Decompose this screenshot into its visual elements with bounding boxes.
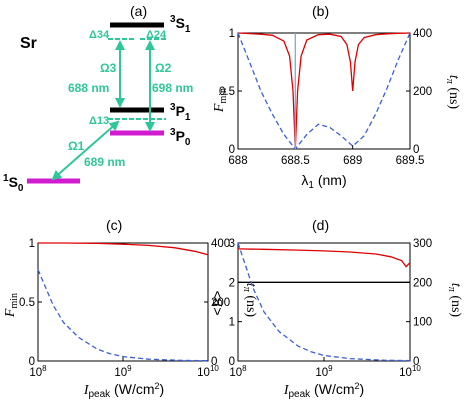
x-tick-label: 108: [29, 364, 47, 379]
y-tick-label-right: 200: [413, 86, 432, 98]
x-tick-label: 689: [343, 155, 362, 167]
panel-d-ylabel-left: <B>: [209, 291, 226, 316]
y-tick-label-right: 400: [211, 238, 230, 250]
wavelength-698-label: 698 nm: [152, 81, 193, 95]
y-tick-label-left: 0.5: [19, 297, 35, 309]
panel-b-xlabel: λ1 (nm): [301, 172, 346, 191]
y-tick-label-left: 1: [229, 317, 235, 329]
y-tick-label-right: 200: [413, 277, 432, 289]
detuning-24-label: Δ24: [146, 29, 167, 41]
wavelength-689-label: 689 nm: [84, 155, 125, 169]
x-tick-label: 688.5: [281, 155, 310, 167]
panel-c-xlabel: Ipeak (W/cm2): [83, 381, 164, 400]
x-tick-label: 1010: [197, 364, 219, 379]
detuning-34-label: Δ34: [89, 29, 110, 41]
transition-689: [51, 120, 120, 181]
panel-b-frame: [237, 32, 411, 150]
y-tick-label-right: 200: [211, 297, 230, 309]
y-tick-label-left: 0: [229, 356, 235, 368]
x-tick-label: 108: [229, 364, 247, 379]
panel-b-ylabel-right: tπ (ns): [444, 75, 461, 110]
panel-d-series: [237, 242, 411, 362]
y-tick-label-left: 3: [229, 238, 235, 250]
panel-c-ylabel-left: Fmin: [3, 293, 20, 318]
series-line-2: [237, 32, 411, 151]
y-tick-label-left: 0: [229, 144, 235, 156]
y-tick-label-right: 100: [413, 317, 432, 329]
panel-d-xlabel: Ipeak (W/cm2): [283, 381, 364, 400]
panel-b-label: (b): [312, 3, 329, 19]
series-line-2: [37, 269, 209, 362]
series-line-1: [38, 242, 209, 256]
panel-c-label: (c): [106, 217, 122, 233]
panel-b-series: [237, 32, 411, 151]
element-label: Sr: [20, 35, 37, 52]
y-tick-label-left: 1: [229, 28, 235, 40]
panel-c-ylabel-right: tπ (ns): [241, 283, 258, 318]
series-line-1: [237, 32, 411, 150]
panel-d-label: (d): [312, 217, 329, 233]
rabi-3-label: Ω3: [100, 61, 117, 75]
series-line-1: [237, 248, 411, 268]
y-tick-label-right: 0: [211, 356, 217, 368]
level-3p1-label: 3P1: [170, 102, 191, 123]
wavelength-688-label: 688 nm: [68, 81, 109, 95]
level-3p0-label: 3P0: [170, 127, 191, 148]
panel-a-level-diagram: (a) Sr 3S1 Δ34 Δ24 3P1 Δ13 3P0 1S0: [3, 3, 193, 194]
x-tick-label: 689.5: [396, 155, 425, 167]
rabi-2-label: Ω2: [155, 61, 172, 75]
y-tick-label-right: 0: [413, 144, 419, 156]
y-tick-label-right: 0: [413, 356, 419, 368]
panel-c-series: [37, 242, 209, 362]
level-3s1-label: 3S1: [170, 14, 191, 35]
x-tick-label: 109: [315, 364, 333, 379]
level-1s0-label: 1S0: [3, 173, 24, 194]
panel-d-frame: [237, 242, 411, 362]
y-tick-label-right: 400: [413, 28, 432, 40]
y-tick-label-left: 1: [29, 238, 35, 250]
panel-d-ylabel-right: tπ (ns): [446, 283, 463, 318]
panel-b-ylabel-left: Fmin: [212, 88, 229, 113]
x-tick-label: 109: [114, 364, 132, 379]
rabi-1-label: Ω1: [68, 139, 85, 153]
y-tick-label-right: 300: [413, 238, 432, 250]
detuning-13-label: Δ13: [89, 115, 109, 127]
x-tick-label: 688: [228, 155, 247, 167]
series-line-3: [237, 242, 411, 362]
y-tick-label-left: 0: [29, 356, 35, 368]
x-tick-label: 1010: [399, 364, 421, 379]
y-tick-label-left: 0.5: [219, 86, 235, 98]
panel-a-label: (a): [130, 3, 147, 19]
y-tick-label-left: 2: [229, 277, 235, 289]
panel-c-frame: [37, 242, 209, 362]
